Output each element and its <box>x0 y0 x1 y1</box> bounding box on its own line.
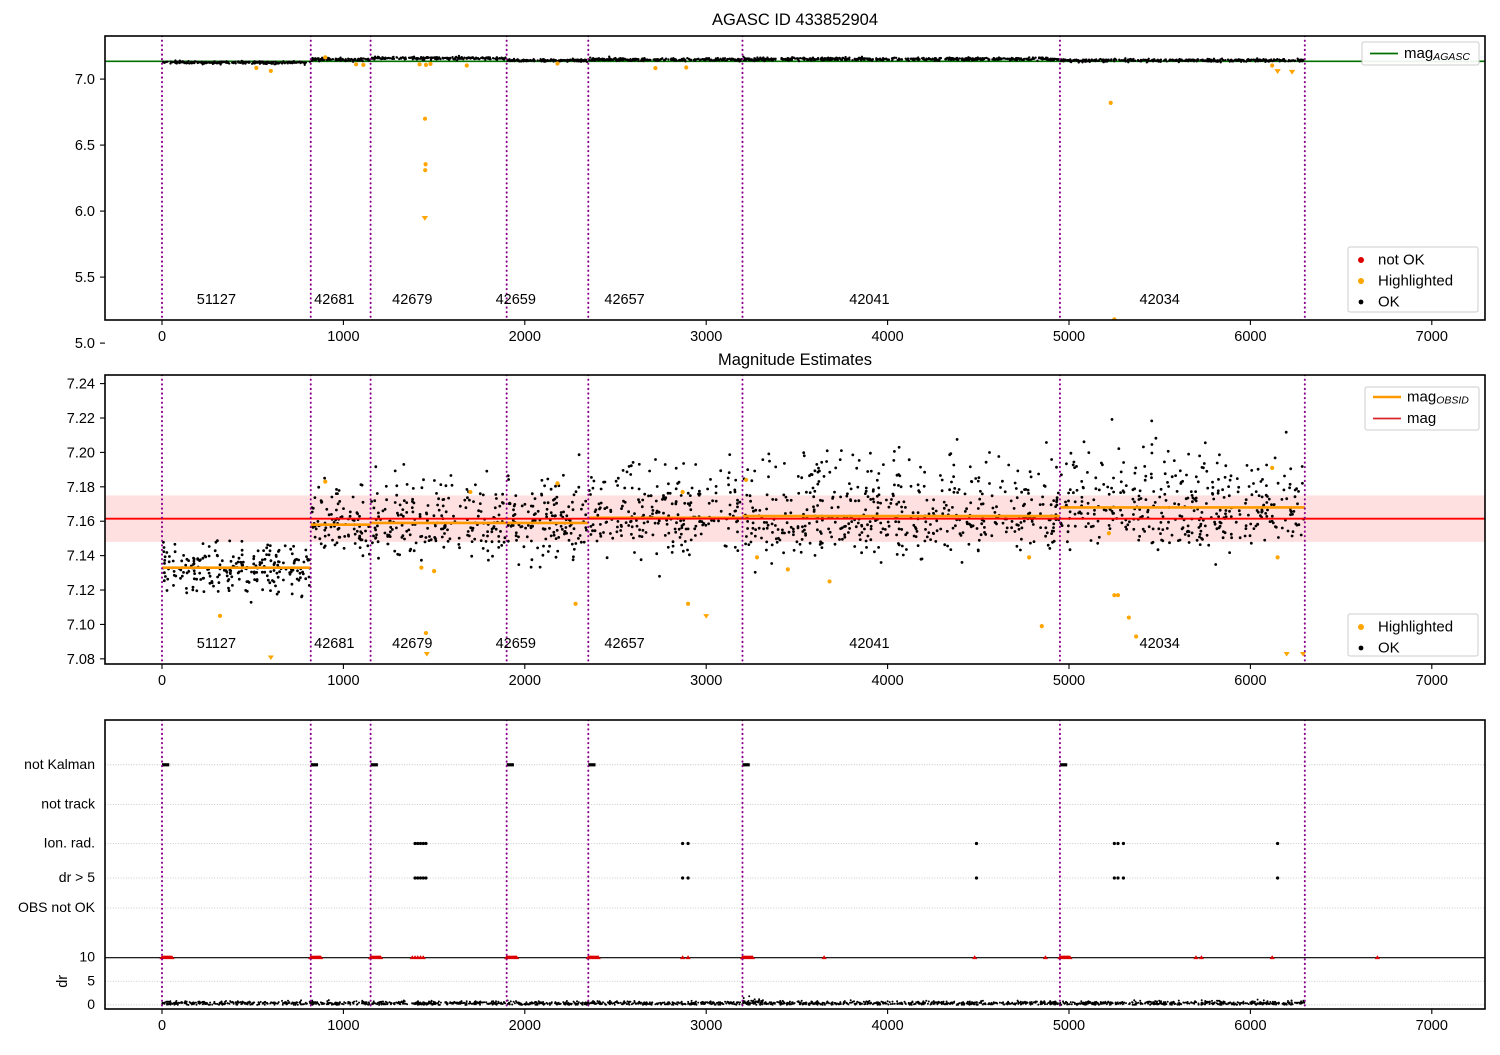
svg-text:5000: 5000 <box>1053 329 1085 345</box>
svg-text:7.22: 7.22 <box>67 411 95 427</box>
svg-text:2000: 2000 <box>509 329 541 345</box>
svg-text:AGASC ID 433852904: AGASC ID 433852904 <box>712 11 878 29</box>
svg-text:42681: 42681 <box>314 636 354 652</box>
svg-text:5.0: 5.0 <box>75 336 95 352</box>
svg-text:7.14: 7.14 <box>67 549 95 565</box>
svg-text:3000: 3000 <box>690 329 722 345</box>
svg-text:7000: 7000 <box>1416 1018 1448 1034</box>
svg-text:1000: 1000 <box>327 1018 359 1034</box>
svg-text:42657: 42657 <box>604 292 644 308</box>
svg-text:Highlighted: Highlighted <box>1378 273 1453 290</box>
svg-text:0: 0 <box>158 673 166 689</box>
svg-text:3000: 3000 <box>690 673 722 689</box>
svg-text:3000: 3000 <box>690 1018 722 1034</box>
svg-text:4000: 4000 <box>871 673 903 689</box>
svg-text:not OK: not OK <box>1378 252 1425 269</box>
svg-text:6000: 6000 <box>1234 1018 1266 1034</box>
svg-text:7.20: 7.20 <box>67 445 95 461</box>
svg-text:51127: 51127 <box>197 636 236 652</box>
svg-text:42034: 42034 <box>1140 636 1180 652</box>
svg-text:7.16: 7.16 <box>67 514 95 530</box>
svg-text:2000: 2000 <box>509 1018 541 1034</box>
svg-text:5000: 5000 <box>1053 1018 1085 1034</box>
svg-text:OK: OK <box>1378 294 1400 311</box>
svg-text:42659: 42659 <box>496 636 536 652</box>
svg-text:7000: 7000 <box>1416 673 1448 689</box>
svg-text:Magnitude Estimates: Magnitude Estimates <box>718 351 872 369</box>
svg-text:42041: 42041 <box>849 636 889 652</box>
svg-text:7.0: 7.0 <box>75 72 95 88</box>
svg-text:7.24: 7.24 <box>67 377 95 393</box>
svg-text:7.12: 7.12 <box>67 583 95 599</box>
svg-text:4000: 4000 <box>871 1018 903 1034</box>
svg-text:7.08: 7.08 <box>67 652 95 668</box>
svg-text:10: 10 <box>79 949 95 965</box>
svg-text:0: 0 <box>158 329 166 345</box>
svg-text:5000: 5000 <box>1053 673 1085 689</box>
svg-text:6.5: 6.5 <box>75 138 95 154</box>
svg-text:42041: 42041 <box>849 292 889 308</box>
svg-text:dr: dr <box>55 975 71 988</box>
svg-text:0: 0 <box>87 996 95 1012</box>
svg-text:1000: 1000 <box>327 329 359 345</box>
svg-text:Ion. rad.: Ion. rad. <box>44 835 95 851</box>
svg-text:1000: 1000 <box>327 673 359 689</box>
svg-text:42657: 42657 <box>604 636 644 652</box>
svg-text:42034: 42034 <box>1140 292 1180 308</box>
svg-text:6000: 6000 <box>1234 329 1266 345</box>
svg-text:OK: OK <box>1378 640 1400 657</box>
svg-text:42679: 42679 <box>392 636 432 652</box>
svg-text:42679: 42679 <box>392 292 432 308</box>
svg-text:6000: 6000 <box>1234 673 1266 689</box>
svg-text:mag: mag <box>1407 410 1436 427</box>
svg-text:4000: 4000 <box>871 329 903 345</box>
svg-text:7.10: 7.10 <box>67 617 95 633</box>
svg-text:5.5: 5.5 <box>75 270 95 286</box>
svg-text:42659: 42659 <box>496 292 536 308</box>
svg-text:dr > 5: dr > 5 <box>59 869 95 885</box>
svg-text:6.0: 6.0 <box>75 204 95 220</box>
svg-text:not track: not track <box>41 796 96 812</box>
svg-text:not Kalman: not Kalman <box>24 756 95 772</box>
svg-text:7.18: 7.18 <box>67 480 95 496</box>
svg-text:42681: 42681 <box>314 292 354 308</box>
svg-text:5: 5 <box>87 972 95 988</box>
svg-text:OBS not OK: OBS not OK <box>18 899 96 915</box>
svg-text:7000: 7000 <box>1416 329 1448 345</box>
svg-text:2000: 2000 <box>509 673 541 689</box>
svg-text:0: 0 <box>158 1018 166 1034</box>
svg-text:51127: 51127 <box>197 292 236 308</box>
svg-text:Highlighted: Highlighted <box>1378 619 1453 636</box>
